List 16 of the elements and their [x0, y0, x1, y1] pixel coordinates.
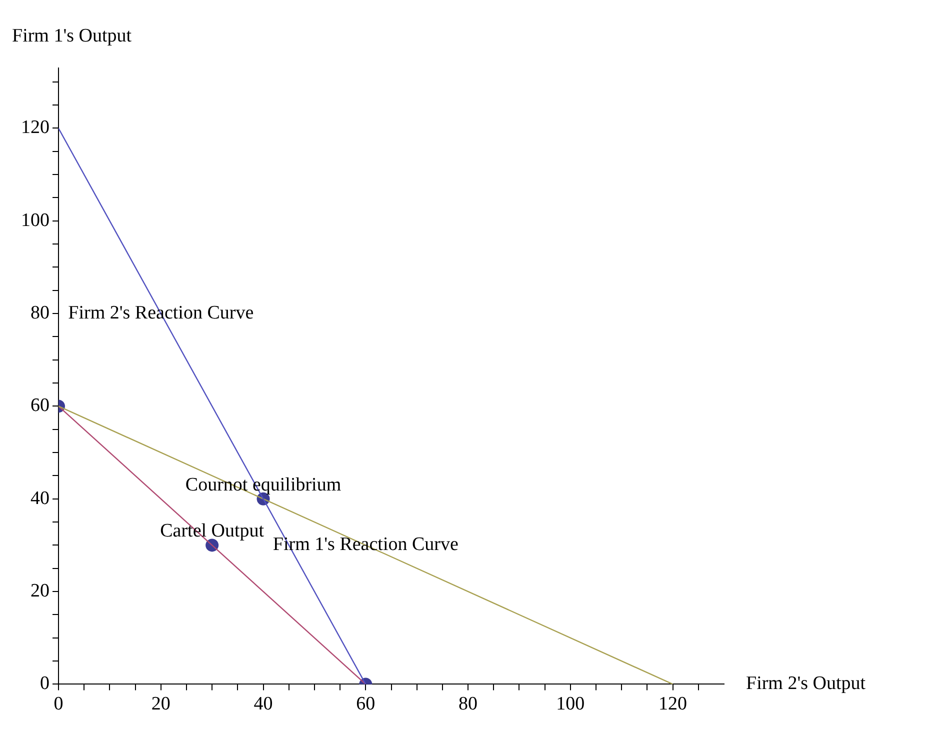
y-tick-label: 120	[21, 117, 50, 138]
x-tick-label: 100	[556, 694, 585, 715]
x-tick-label: 120	[658, 694, 688, 715]
x-tick-label: 0	[54, 694, 64, 715]
x-tick-label: 80	[458, 694, 478, 715]
x-tick-label: 60	[356, 694, 376, 715]
y-axis-title: Firm 1's Output	[12, 25, 132, 46]
y-tick-label: 0	[40, 673, 50, 694]
x-tick-label: 20	[151, 694, 170, 715]
y-tick-label: 60	[30, 395, 50, 416]
y-tick-label: 100	[21, 210, 50, 231]
x-axis-title: Firm 2's Output	[746, 673, 866, 694]
y-tick-label: 40	[30, 488, 50, 509]
x-tick-label: 40	[254, 694, 273, 715]
y-tick-label: 20	[30, 580, 50, 602]
y-tick-label: 80	[30, 302, 50, 324]
